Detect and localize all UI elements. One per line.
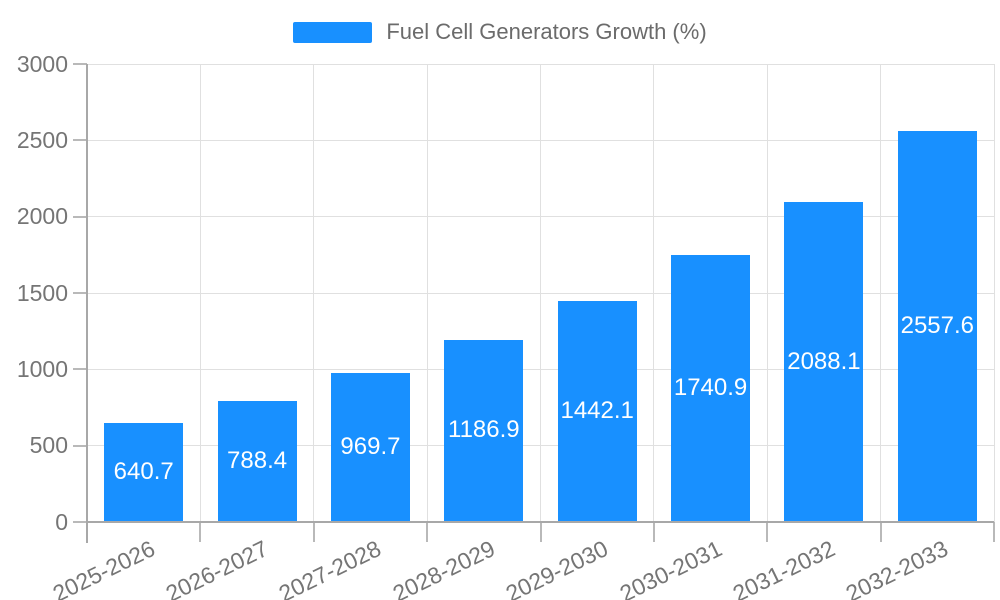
x-tick-mark	[539, 522, 542, 542]
bar[interactable]: 640.7	[104, 423, 184, 521]
bar-value-label: 2557.6	[900, 311, 975, 339]
legend[interactable]: Fuel Cell Generators Growth (%)	[0, 21, 1000, 43]
x-tick-mark	[766, 522, 769, 542]
gridline-v	[426, 64, 428, 522]
y-tick-mark	[73, 63, 87, 65]
y-axis-tick-label: 1500	[16, 279, 68, 306]
y-tick-mark	[73, 215, 87, 218]
y-tick-mark	[73, 139, 87, 142]
y-axis-tick-label: 2500	[16, 126, 68, 153]
bar[interactable]: 969.7	[330, 372, 410, 521]
y-tick-mark	[73, 521, 87, 523]
y-tick-mark	[73, 368, 87, 371]
gridline-v	[993, 64, 995, 522]
x-axis-tick-label: 2025-2026	[48, 535, 159, 600]
x-tick-mark	[879, 522, 882, 542]
y-axis-tick-label: 3000	[16, 50, 68, 77]
bar-value-label: 1442.1	[560, 396, 634, 424]
bar[interactable]: 2088.1	[784, 202, 864, 521]
bar-value-label: 2088.1	[787, 347, 861, 375]
gridline-v	[880, 64, 882, 522]
gridline-v	[199, 64, 201, 522]
x-axis-line	[87, 521, 994, 523]
gridline-v	[540, 64, 541, 522]
legend-label: Fuel Cell Generators Growth (%)	[386, 19, 707, 44]
x-tick-mark	[426, 522, 429, 542]
bar[interactable]: 2557.6	[897, 130, 977, 521]
y-tick-mark	[73, 292, 87, 294]
bar-value-label: 1186.9	[448, 416, 520, 444]
bar[interactable]: 1740.9	[671, 255, 751, 521]
x-tick-mark	[993, 522, 995, 542]
bar-value-label: 788.4	[227, 446, 288, 474]
x-tick-mark	[312, 522, 315, 542]
y-axis-tick-label: 2000	[16, 203, 68, 230]
y-axis-tick-label: 0	[55, 508, 68, 535]
legend-swatch	[293, 21, 373, 43]
gridline-v	[766, 64, 768, 522]
x-tick-mark	[652, 522, 655, 542]
gridline-v	[313, 64, 315, 522]
y-axis-tick-label: 500	[29, 432, 68, 459]
y-axis-tick-label: 1000	[16, 355, 68, 382]
bar[interactable]: 1186.9	[444, 339, 524, 521]
bar-value-label: 969.7	[340, 432, 401, 460]
bar-value-label: 640.7	[113, 458, 174, 486]
bar[interactable]: 788.4	[217, 400, 297, 521]
bar[interactable]: 1442.1	[557, 300, 637, 521]
y-axis-line	[86, 64, 88, 543]
x-tick-mark	[199, 522, 202, 542]
gridline-v	[653, 64, 655, 522]
y-tick-mark	[73, 444, 87, 447]
bar-value-label: 1740.9	[673, 374, 748, 402]
